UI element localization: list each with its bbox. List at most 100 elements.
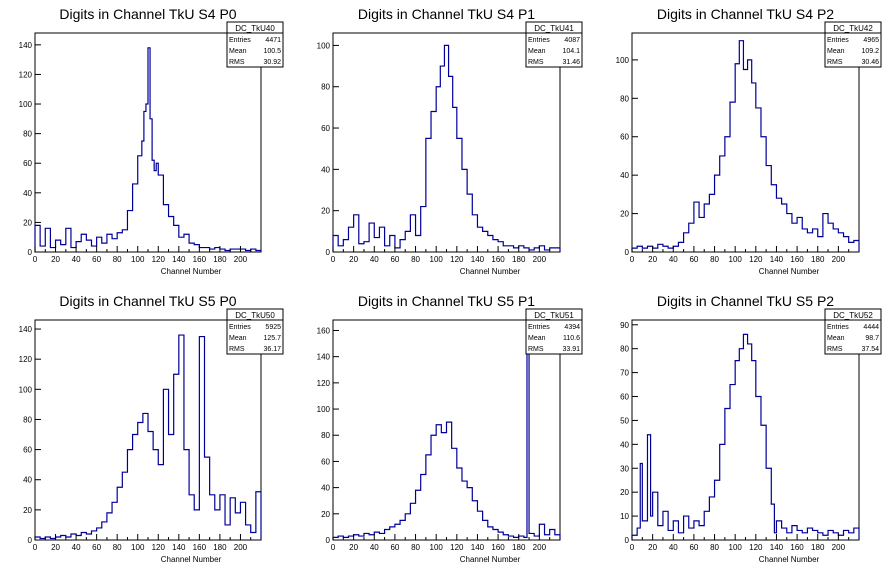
stats-mean-value: 104.1 (562, 48, 580, 55)
x-tick-label: 80 (411, 543, 420, 552)
stats-rms-label: RMS (229, 59, 245, 66)
y-tick-label: 100 (317, 405, 331, 414)
x-axis-label: Channel Number (759, 555, 820, 564)
y-tick-label: 80 (620, 94, 629, 103)
x-tick-label: 60 (689, 255, 698, 264)
y-tick-label: 140 (19, 41, 33, 50)
y-tick-label: 120 (317, 379, 331, 388)
y-tick-label: 60 (23, 159, 32, 168)
x-tick-label: 120 (152, 255, 166, 264)
stats-entries-value: 4394 (564, 324, 580, 331)
x-tick-label: 80 (113, 543, 122, 552)
x-tick-label: 40 (669, 255, 678, 264)
x-tick-label: 120 (749, 543, 763, 552)
y-tick-label: 0 (625, 248, 630, 257)
x-tick-label: 20 (51, 255, 60, 264)
stats-rms-label: RMS (528, 59, 544, 66)
stats-mean-value: 109.2 (861, 48, 879, 55)
y-tick-label: 60 (321, 457, 330, 466)
y-tick-label: 80 (321, 431, 330, 440)
y-tick-label: 60 (620, 133, 629, 142)
stats-mean-label: Mean (229, 335, 247, 342)
x-tick-label: 60 (689, 543, 698, 552)
stats-name: DC_TkU40 (235, 24, 275, 33)
x-tick-label: 20 (349, 543, 358, 552)
stats-mean-label: Mean (827, 335, 845, 342)
x-tick-label: 120 (152, 543, 166, 552)
y-tick-label: 100 (19, 100, 33, 109)
histogram-series (631, 333, 860, 540)
chart-title: Digits in Channel TkU S5 P0 (59, 293, 236, 309)
y-tick-label: 60 (23, 446, 32, 455)
stats-box: DC_TkU52 Entries 4444 Mean 98.7 RMS 37.54 (824, 308, 882, 355)
x-tick-label: 80 (710, 543, 719, 552)
histogram-series (332, 323, 561, 540)
chart-panel-0: Digits in Channel TkU S4 P0 0 20 40 60 80 100 1… (19, 6, 284, 276)
x-axis-label: Channel Number (460, 555, 521, 564)
y-tick-label: 80 (321, 83, 330, 92)
x-tick-label: 100 (131, 255, 145, 264)
y-tick-label: 40 (620, 440, 629, 449)
stats-box: DC_TkU42 Entries 4965 Mean 109.2 RMS 30.46 (824, 21, 882, 68)
x-axis-label: Channel Number (161, 267, 222, 276)
stats-mean-value: 125.7 (263, 335, 281, 342)
x-tick-label: 160 (790, 543, 804, 552)
x-tick-label: 120 (450, 255, 464, 264)
stats-rms-value: 37.54 (861, 346, 879, 353)
y-tick-label: 0 (326, 536, 331, 545)
y-tick-label: 20 (23, 506, 32, 515)
chart-panel-5: Digits in Channel TkU S5 P20 20 40 60 80 100 1… (620, 293, 882, 564)
stats-name: DC_TkU50 (235, 311, 275, 320)
x-tick-label: 160 (193, 543, 207, 552)
y-tick-label: 40 (321, 165, 330, 174)
x-tick-label: 200 (234, 255, 248, 264)
x-tick-label: 160 (491, 543, 505, 552)
x-tick-label: 80 (411, 255, 420, 264)
x-tick-label: 200 (832, 255, 846, 264)
x-tick-label: 60 (390, 255, 399, 264)
stats-mean-label: Mean (528, 335, 546, 342)
chart-title: Digits in Channel TkU S5 P2 (657, 293, 834, 309)
x-tick-label: 200 (533, 543, 547, 552)
stats-rms-value: 36.17 (263, 346, 281, 353)
x-tick-label: 140 (471, 543, 485, 552)
stats-rms-value: 30.46 (861, 59, 879, 66)
y-tick-label: 50 (620, 416, 629, 425)
stats-rms-label: RMS (827, 59, 843, 66)
x-tick-label: 80 (710, 255, 719, 264)
x-axis-label: Channel Number (161, 555, 222, 564)
y-tick-label: 0 (326, 248, 331, 257)
histogram-series (34, 47, 262, 252)
stats-frame (824, 21, 882, 68)
y-tick-label: 0 (625, 536, 630, 545)
stats-entries-value: 5925 (265, 324, 281, 331)
x-tick-label: 20 (349, 255, 358, 264)
stats-rms-label: RMS (827, 346, 843, 353)
stats-box: DC_TkU50 Entries 5925 Mean 125.7 RMS 36.17 (226, 308, 284, 355)
x-tick-label: 20 (648, 255, 657, 264)
stats-mean-label: Mean (827, 48, 845, 55)
x-tick-label: 20 (51, 543, 60, 552)
x-axis-label: Channel Number (460, 267, 521, 276)
stats-entries-label: Entries (827, 37, 849, 44)
y-tick-label: 40 (321, 484, 330, 493)
y-tick-label: 20 (321, 510, 330, 519)
stats-mean-label: Mean (528, 48, 546, 55)
x-tick-label: 200 (832, 543, 846, 552)
x-tick-label: 180 (811, 255, 825, 264)
stats-frame (525, 21, 583, 68)
y-tick-label: 80 (620, 345, 629, 354)
y-tick-label: 20 (23, 218, 32, 227)
y-tick-label: 10 (620, 512, 629, 521)
y-tick-label: 40 (620, 171, 629, 180)
y-tick-label: 20 (620, 488, 629, 497)
x-tick-label: 40 (669, 543, 678, 552)
x-tick-label: 0 (630, 255, 635, 264)
y-tick-label: 100 (19, 385, 33, 394)
y-tick-label: 60 (620, 393, 629, 402)
stats-name: DC_TkU42 (833, 24, 873, 33)
x-tick-label: 180 (213, 543, 227, 552)
y-tick-label: 140 (317, 353, 331, 362)
x-tick-label: 120 (749, 255, 763, 264)
